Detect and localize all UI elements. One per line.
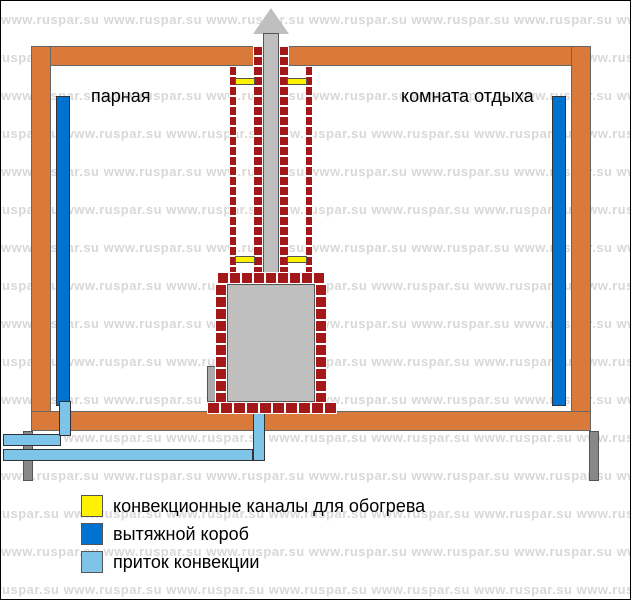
legend: конвекционные каналы для обогрева вытяжн… (81, 495, 425, 579)
foundation-right (589, 431, 599, 481)
diagram-canvas: www.ruspar.su www.ruspar.su www.ruspar.s… (0, 0, 631, 600)
legend-label: приток конвекции (113, 552, 259, 573)
room-label-parnya: парная (91, 86, 150, 107)
legend-label: конвекционные каналы для обогрева (113, 496, 425, 517)
legend-item: конвекционные каналы для обогрева (81, 495, 425, 517)
conv-slot-tl (235, 78, 255, 85)
legend-item: приток конвекции (81, 551, 425, 573)
wall-bottom (31, 411, 591, 431)
conv-slot-br (287, 256, 307, 263)
chimney-cap (253, 8, 289, 34)
exhaust-duct-left (56, 96, 70, 406)
diagram-area: парная комната отдыха (31, 46, 591, 476)
chimney-pipe (263, 33, 279, 273)
legend-swatch-exhaust (81, 523, 103, 545)
wall-left (31, 46, 51, 431)
exhaust-duct-right (552, 96, 566, 406)
stove-body (227, 284, 315, 402)
intake-duct-up-left (59, 401, 71, 436)
legend-label: вытяжной короб (113, 524, 249, 545)
conv-slot-bl (235, 256, 255, 263)
room-label-komnata: комната отдыха (401, 86, 534, 107)
wall-right (571, 46, 591, 431)
legend-swatch-intake (81, 551, 103, 573)
intake-duct-upper-h (3, 434, 61, 446)
wall-top (31, 46, 591, 66)
legend-swatch-conv (81, 495, 103, 517)
conv-slot-tr (287, 78, 307, 85)
intake-duct-lower-h (3, 449, 253, 461)
legend-item: вытяжной короб (81, 523, 425, 545)
